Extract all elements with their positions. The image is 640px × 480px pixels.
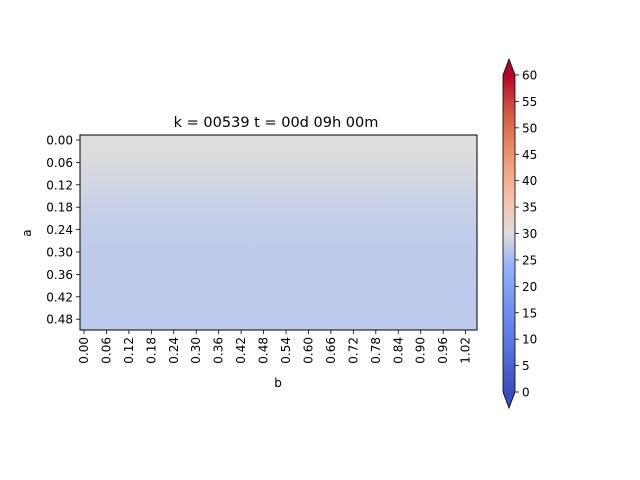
- colorbar-tick-label: 25: [522, 253, 537, 267]
- colorbar-tick-label: 20: [522, 280, 537, 294]
- colorbar-tick-label: 45: [522, 148, 537, 162]
- x-tick-label: 0.06: [99, 337, 113, 364]
- x-tick-label: 0.96: [436, 337, 450, 364]
- x-tick-label: 0.72: [346, 337, 360, 364]
- x-tick-label: 0.54: [279, 337, 293, 364]
- y-tick-label: 0.24: [46, 223, 73, 237]
- y-tick-label: 0.30: [46, 246, 73, 260]
- x-tick-label: 0.90: [414, 337, 428, 364]
- x-tick-label: 0.42: [234, 337, 248, 364]
- x-tick-label: 0.48: [257, 337, 271, 364]
- y-tick-label: 0.36: [46, 268, 73, 282]
- x-tick-label: 0.00: [77, 337, 91, 364]
- colorbar: 0 5 10 15 20 25 30 35 40 45 50 55 60: [502, 57, 537, 410]
- colorbar-extend-top: [503, 59, 515, 75]
- y-tick-label: 0.00: [46, 134, 73, 148]
- y-tick-label: 0.06: [46, 156, 73, 170]
- x-axis-label: b: [274, 376, 282, 390]
- colorbar-tick-label: 35: [522, 201, 537, 215]
- x-tick-label: 0.36: [212, 337, 226, 364]
- y-tick-label: 0.48: [46, 313, 73, 327]
- x-tick-label: 0.78: [369, 337, 383, 364]
- x-tick-label: 0.18: [144, 337, 158, 364]
- y-axis-ticks: 0.00 0.06 0.12 0.18 0.24 0.30 0.36 0.42 0.48: [46, 134, 80, 327]
- colorbar-ticks: 0 5 10 15 20 25 30 35 40 45 50 55 60: [515, 69, 537, 400]
- x-axis-ticks: 0.00 0.06 0.12 0.18 0.24 0.30 0.36 0.42 0.48 0.54…: [77, 330, 473, 364]
- chart-title: k = 00539 t = 00d 09h 00m: [174, 115, 379, 131]
- x-tick-label: 0.24: [167, 337, 181, 364]
- colorbar-tick-label: 60: [522, 69, 537, 83]
- x-tick-label: 0.30: [189, 337, 203, 364]
- colorbar-tick-label: 0: [522, 386, 530, 400]
- colorbar-tick-label: 5: [522, 359, 530, 373]
- colorbar-tick-label: 10: [522, 333, 537, 347]
- colorbar-tick-label: 15: [522, 306, 537, 320]
- x-tick-label: 0.60: [301, 337, 315, 364]
- y-axis-label: a: [20, 229, 34, 236]
- plot-frame: [79, 134, 478, 331]
- y-tick-label: 0.12: [46, 178, 73, 192]
- x-tick-label: 0.66: [324, 337, 338, 364]
- heatmap-field: [80, 135, 477, 330]
- y-tick-label: 0.18: [46, 201, 73, 215]
- x-tick-label: 0.84: [391, 337, 405, 364]
- colorbar-extend-bottom: [503, 392, 515, 408]
- x-tick-label: 0.12: [122, 337, 136, 364]
- colorbar-body: [503, 75, 515, 392]
- colorbar-tick-label: 30: [522, 227, 537, 241]
- colorbar-tick-label: 40: [522, 174, 537, 188]
- x-tick-label: 1.02: [459, 337, 473, 364]
- y-tick-label: 0.42: [46, 290, 73, 304]
- colorbar-tick-label: 50: [522, 121, 537, 135]
- colorbar-tick-label: 55: [522, 95, 537, 109]
